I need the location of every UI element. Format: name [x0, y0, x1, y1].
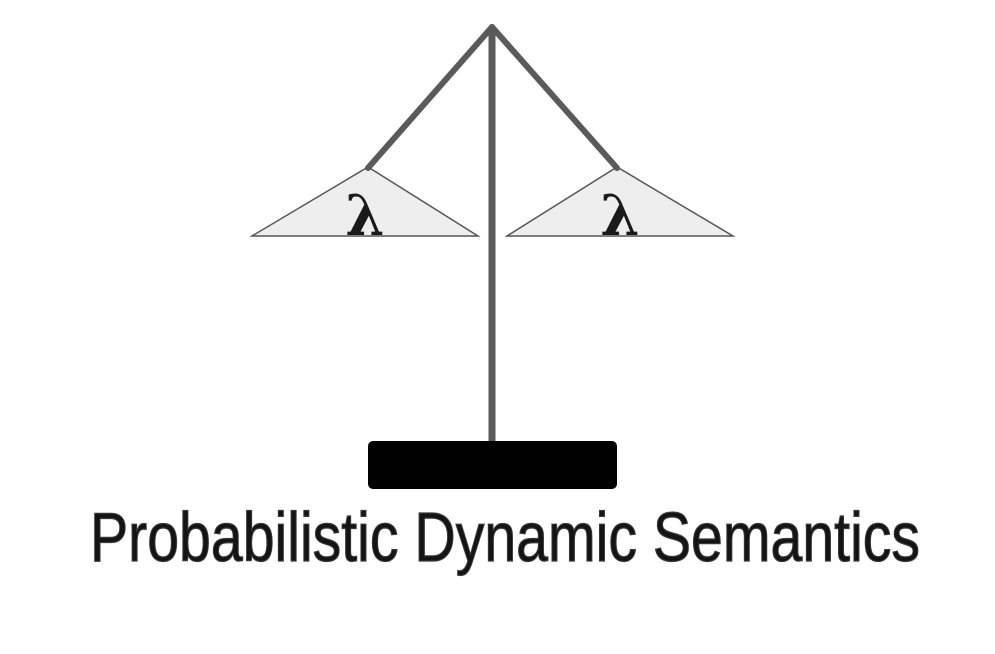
scale-base	[368, 441, 617, 489]
right-pan-lambda-symbol: λ	[600, 183, 639, 249]
right-pan-triangle	[504, 166, 736, 237]
left-pan-lambda-symbol: λ	[345, 183, 384, 249]
logo-title: Probabilistic Dynamic Semantics	[90, 498, 920, 576]
right-pan-string	[489, 24, 620, 171]
left-pan-string	[365, 24, 495, 171]
left-pan-triangle	[249, 166, 481, 237]
